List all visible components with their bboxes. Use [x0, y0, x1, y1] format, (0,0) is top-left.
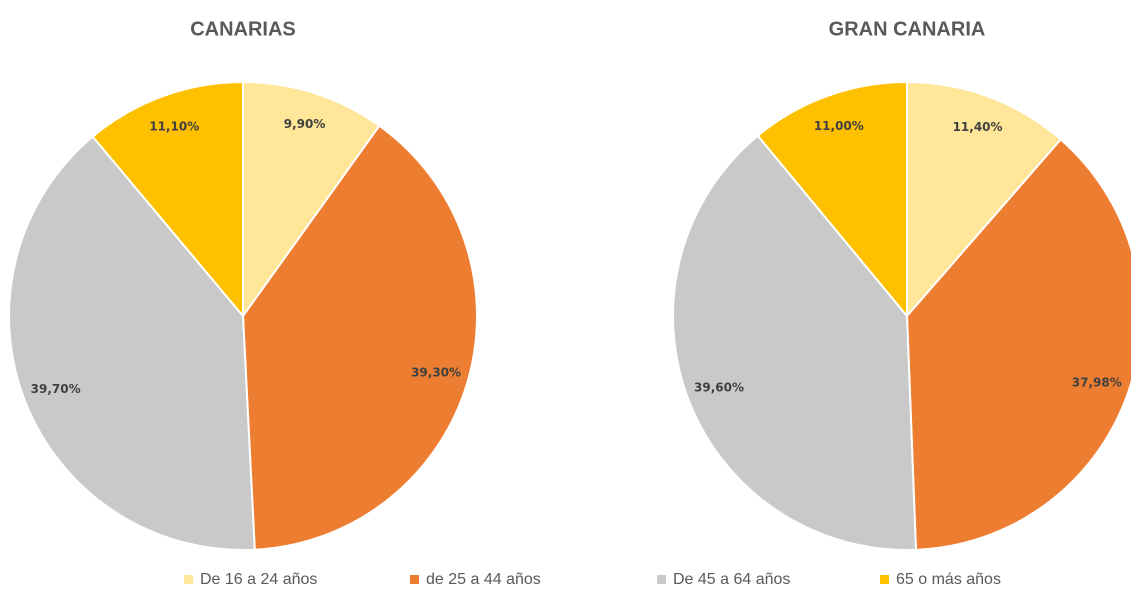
pie-slice [756, 80, 908, 319]
data-label: 9,90% [284, 117, 326, 131]
legend-label: de 25 a 44 años [426, 571, 541, 588]
pie-slice [905, 138, 1131, 551]
pie-slice [672, 134, 918, 551]
legend-swatch [184, 575, 193, 584]
chart-title: CANARIAS [190, 18, 296, 40]
pie-slice [91, 80, 244, 319]
pie-slice [906, 80, 1063, 319]
data-label: 39,70% [31, 382, 81, 396]
legend-label: De 45 a 64 años [673, 571, 790, 588]
data-label: 39,30% [411, 365, 461, 379]
legend-swatch [657, 575, 666, 584]
data-label: 11,10% [149, 119, 199, 133]
pie-slice [242, 80, 381, 320]
data-label: 11,40% [953, 120, 1003, 134]
legend-swatch [410, 575, 419, 584]
legend-label: 65 o más años [896, 571, 1001, 588]
data-label: 39,60% [694, 380, 744, 394]
chart-title: GRAN CANARIA [829, 18, 986, 40]
legend-swatch [880, 575, 889, 584]
pie-slice [8, 135, 256, 551]
data-label: 11,00% [814, 119, 864, 133]
pie-slice [241, 124, 478, 551]
data-label: 37,98% [1072, 375, 1122, 389]
legend-label: De 16 a 24 años [200, 571, 317, 588]
